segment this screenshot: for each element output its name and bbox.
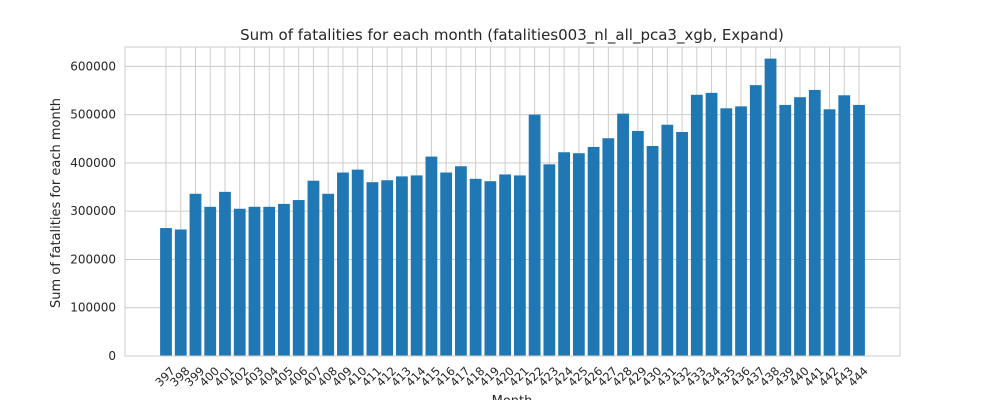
bar-month-444 bbox=[853, 104, 865, 356]
bar-month-433 bbox=[690, 94, 703, 357]
bar-month-403 bbox=[248, 206, 261, 356]
bar-month-415 bbox=[425, 156, 438, 356]
bar-month-426 bbox=[587, 146, 600, 356]
bar-month-402 bbox=[233, 208, 246, 356]
y-tick-label: 200000 bbox=[70, 252, 116, 266]
bar-month-430 bbox=[646, 145, 659, 356]
bar-month-431 bbox=[661, 124, 674, 356]
bar-month-423 bbox=[543, 164, 556, 356]
bar-month-435 bbox=[720, 108, 733, 356]
bar-month-407 bbox=[307, 180, 320, 356]
bar-month-421 bbox=[513, 175, 526, 356]
y-tick-label: 300000 bbox=[70, 204, 116, 218]
bar-month-416 bbox=[440, 172, 453, 356]
bar-month-399 bbox=[189, 193, 202, 356]
bar-month-440 bbox=[794, 97, 806, 357]
chart-title: Sum of fatalities for each month (fatali… bbox=[240, 26, 784, 45]
y-tick-label: 400000 bbox=[70, 156, 116, 170]
bar-month-436 bbox=[735, 106, 747, 356]
bar-month-428 bbox=[617, 113, 629, 356]
bar-month-400 bbox=[204, 206, 217, 356]
bar-month-406 bbox=[292, 200, 305, 356]
bar-month-405 bbox=[278, 203, 290, 356]
y-tick-label: 100000 bbox=[70, 301, 116, 315]
bar-month-411 bbox=[366, 182, 379, 356]
bar-month-441 bbox=[808, 89, 821, 357]
bars bbox=[160, 58, 865, 357]
bar-month-434 bbox=[705, 92, 718, 356]
bar-month-424 bbox=[558, 152, 571, 356]
bar-month-408 bbox=[322, 193, 335, 356]
bar-month-422 bbox=[528, 114, 541, 356]
bar-month-404 bbox=[263, 206, 276, 356]
bar-month-425 bbox=[572, 153, 585, 356]
bar-month-410 bbox=[351, 169, 364, 356]
y-tick-label: 600000 bbox=[70, 59, 116, 73]
bar-month-439 bbox=[779, 104, 792, 356]
bar-month-427 bbox=[602, 138, 615, 356]
bar-month-417 bbox=[454, 166, 467, 356]
bar-month-437 bbox=[749, 85, 762, 357]
bar-month-413 bbox=[396, 176, 408, 356]
bar-month-438 bbox=[764, 58, 777, 357]
bar-month-432 bbox=[676, 131, 688, 356]
y-tick-label: 0 bbox=[108, 349, 116, 363]
bar-month-397 bbox=[160, 228, 172, 356]
bar-month-398 bbox=[174, 229, 187, 356]
bar-month-429 bbox=[631, 131, 644, 356]
bar-month-412 bbox=[381, 180, 394, 356]
bar-month-443 bbox=[838, 95, 851, 356]
bar-month-418 bbox=[469, 178, 482, 356]
x-axis-label: Month bbox=[492, 394, 533, 400]
bar-month-442 bbox=[823, 109, 836, 357]
bar-month-401 bbox=[219, 191, 231, 356]
plot-frame bbox=[124, 46, 901, 357]
bar-month-420 bbox=[499, 174, 512, 356]
bar-month-409 bbox=[337, 172, 349, 356]
bar-month-414 bbox=[410, 175, 423, 356]
y-tick-labels: 0 100000 200000 300000 400000 500000 600000 bbox=[70, 59, 116, 363]
bar-month-419 bbox=[484, 181, 497, 356]
y-axis-label: Sum of fatalities for each month bbox=[49, 98, 64, 308]
y-tick-label: 500000 bbox=[70, 108, 116, 122]
